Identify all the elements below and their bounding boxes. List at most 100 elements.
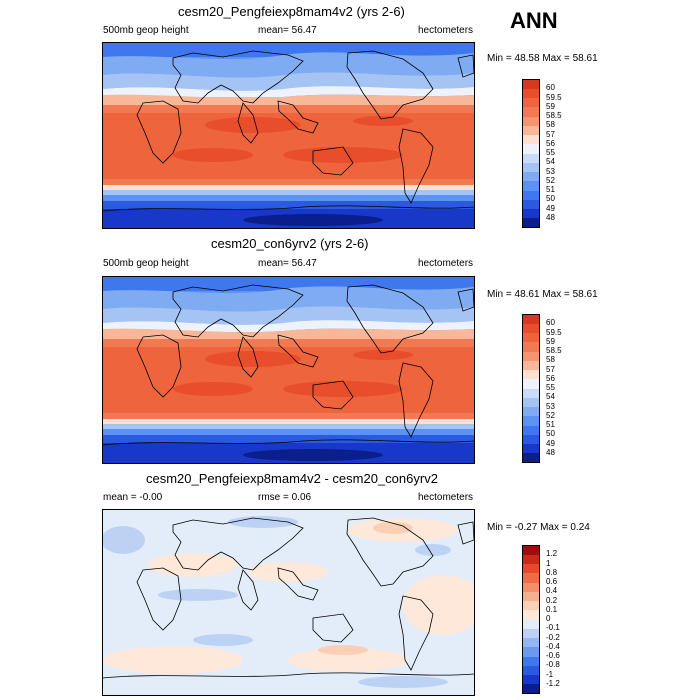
- panel1-map: [102, 42, 475, 229]
- colorbar-tick-label: 59.5: [546, 92, 562, 102]
- panel1-title: cesm20_Pengfeiexp8mam4v2 (yrs 2-6): [178, 4, 405, 19]
- panel3-minmax: Min = -0.27 Max = 0.24: [487, 522, 590, 533]
- panel3-map: [102, 509, 475, 696]
- colorbar-tick-label: 58: [546, 355, 555, 365]
- panel1-contour-field: [103, 43, 474, 228]
- colorbar-cell: [522, 208, 540, 219]
- panel1-colorbar: 48 49 50 51 52 53 54 55 56 57 58 58.5 59 59.5 60: [522, 79, 582, 228]
- season-label: ANN: [510, 8, 558, 33]
- colorbar-cell: [522, 609, 540, 620]
- colorbar-cell: [522, 563, 540, 574]
- colorbar-tick-label: 49: [546, 203, 555, 213]
- colorbar-tick-label: 54: [546, 392, 555, 402]
- colorbar-tick-label: -0.4: [546, 641, 560, 651]
- panel2-colorbar: 48 49 50 51 52 53 54 55 56 57 58 58.5 59 59.5 60: [522, 314, 582, 463]
- colorbar-cell: [522, 79, 540, 89]
- colorbar-cell: [522, 591, 540, 601]
- colorbar-tick-label: 57: [546, 364, 555, 374]
- colorbar-cell: [522, 199, 540, 209]
- colorbar-tick-label: 59.5: [546, 327, 562, 337]
- colorbar-tick-label: 50: [546, 429, 555, 439]
- colorbar-cell: [522, 332, 540, 343]
- colorbar-tick-label: -1.2: [546, 678, 560, 688]
- panel1-variable-label: 500mb geop height: [103, 25, 189, 36]
- colorbar-tick-label: 1: [546, 558, 551, 568]
- colorbar-cell: [522, 415, 540, 426]
- colorbar-cell: [522, 314, 540, 324]
- colorbar-cell: [522, 134, 540, 145]
- panel2-contour-field: [103, 277, 474, 463]
- colorbar-tick-label: 51: [546, 185, 555, 194]
- colorbar-cell: [522, 97, 540, 108]
- colorbar-cell: [522, 582, 540, 592]
- colorbar-tick-label: 49: [546, 438, 555, 448]
- colorbar-cell: [522, 683, 540, 694]
- panel2-variable-label: 500mb geop height: [103, 258, 189, 269]
- panel3-colorbar: -1.2 -1 -0.8 -0.6 -0.4 -0.2 -0.1 0 0.1 0.2 0.4 0.6 0…: [522, 545, 582, 694]
- colorbar-tick-label: 48: [546, 212, 555, 222]
- colorbar-tick-label: 50: [546, 194, 555, 204]
- colorbar-cell: [522, 388, 540, 398]
- colorbar-tick-label: 1.2: [546, 549, 558, 559]
- colorbar-cell: [522, 656, 540, 666]
- colorbar-tick-label: 53: [546, 401, 555, 411]
- colorbar-tick-label: 59: [546, 101, 555, 111]
- colorbar-cell: [522, 452, 540, 463]
- colorbar-cell: [522, 162, 540, 172]
- panel2-map: [102, 276, 475, 464]
- colorbar-cell: [522, 665, 540, 675]
- colorbar-cell: [522, 116, 540, 126]
- colorbar-tick-label: 60: [546, 318, 555, 328]
- colorbar-tick-label: 56: [546, 373, 555, 383]
- panel1-units-label: hectometers: [418, 25, 474, 36]
- colorbar-tick-label: -1: [546, 669, 554, 679]
- colorbar-cell: [522, 406, 540, 417]
- colorbar-cell: [522, 674, 540, 685]
- colorbar-cell: [522, 545, 540, 555]
- panel3-rmse-label: rmse = 0.06: [258, 492, 312, 503]
- colorbar-tick-label: 55: [546, 148, 555, 157]
- colorbar-cell: [522, 106, 540, 117]
- panel3-title: cesm20_Pengfeiexp8mam4v2 - cesm20_con6yr…: [146, 471, 438, 486]
- colorbar-tick-label: -0.1: [546, 623, 560, 633]
- colorbar-cell: [522, 171, 540, 182]
- colorbar-cell: [522, 600, 540, 611]
- panel2-minmax: Min = 48.61 Max = 58.61: [487, 289, 598, 300]
- panel2-mean-label: mean= 56.47: [258, 258, 317, 269]
- colorbar-tick-label: 58.5: [546, 346, 562, 355]
- panel2-units-label: hectometers: [418, 258, 474, 269]
- colorbar-cell: [522, 323, 540, 333]
- colorbar-tick-label: 58.5: [546, 111, 562, 120]
- colorbar-cell: [522, 637, 540, 648]
- colorbar-cell: [522, 619, 540, 629]
- colorbar-cell: [522, 217, 540, 228]
- colorbar-tick-label: -0.2: [546, 632, 560, 642]
- colorbar-tick-label: 0: [546, 614, 551, 623]
- colorbar-tick-label: 51: [546, 420, 555, 429]
- panel3-units-label: hectometers: [418, 492, 474, 503]
- colorbar-tick-label: 52: [546, 175, 555, 185]
- colorbar-cell: [522, 190, 540, 200]
- colorbar-tick-label: 0.6: [546, 577, 558, 586]
- panel3-mean-label: mean = -0.00: [103, 492, 163, 503]
- colorbar-cell: [522, 646, 540, 657]
- colorbar-tick-label: 55: [546, 383, 555, 392]
- colorbar-cell: [522, 369, 540, 380]
- colorbar-cell: [522, 378, 540, 389]
- colorbar-tick-label: -0.8: [546, 660, 560, 670]
- colorbar-tick-label: 48: [546, 447, 555, 457]
- colorbar-cell: [522, 351, 540, 361]
- colorbar-cell: [522, 341, 540, 352]
- colorbar-tick-label: 59: [546, 336, 555, 346]
- colorbar-tick-label: -0.6: [546, 651, 560, 660]
- colorbar-cell: [522, 143, 540, 154]
- colorbar-cell: [522, 180, 540, 191]
- colorbar-tick-label: 54: [546, 157, 555, 167]
- colorbar-tick-label: 0.2: [546, 595, 558, 605]
- colorbar-cell: [522, 397, 540, 407]
- colorbar-tick-label: 57: [546, 129, 555, 139]
- panel3-contour-field: [103, 510, 474, 695]
- colorbar-cell: [522, 425, 540, 435]
- panel1-mean-label: mean= 56.47: [258, 25, 317, 36]
- colorbar-tick-label: 60: [546, 83, 555, 93]
